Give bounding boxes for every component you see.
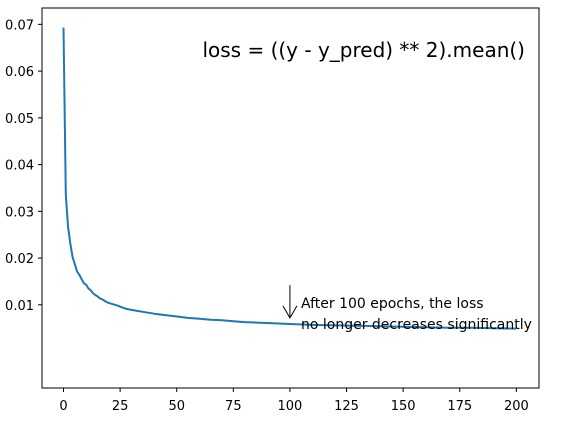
x-axis-ticks: 0 25 50 75 100 125 150 175 200: [59, 388, 529, 414]
loss-series-line: [62, 27, 517, 330]
y-tick-label: 0.02: [5, 252, 34, 267]
y-axis-ticks: 0.01 0.02 0.03 0.04 0.05 0.06 0.07: [5, 18, 42, 314]
y-tick-label: 0.05: [5, 112, 34, 127]
formula-text: loss = ((y - y_pred) ** 2).mean(): [202, 38, 525, 62]
annotation: After 100 epochs, the loss no longer dec…: [282, 285, 532, 333]
annotation-arrow-head: [282, 305, 298, 319]
y-tick-label: 0.03: [5, 205, 34, 220]
x-tick-label: 150: [391, 399, 416, 414]
x-tick-label: 200: [504, 399, 529, 414]
y-tick-label: 0.01: [5, 299, 34, 314]
annotation-text-line-1: After 100 epochs, the loss: [301, 296, 484, 312]
x-tick-label: 175: [447, 399, 472, 414]
x-tick-label: 125: [334, 399, 359, 414]
y-tick-label: 0.07: [5, 18, 34, 33]
x-tick-label: 75: [225, 399, 242, 414]
y-tick-label: 0.04: [5, 159, 34, 174]
y-tick-label: 0.06: [5, 65, 34, 80]
x-tick-label: 0: [59, 399, 67, 414]
x-tick-label: 50: [168, 399, 185, 414]
annotation-text-line-2: no longer decreases significantly: [301, 317, 532, 333]
plot-frame: [41, 7, 540, 389]
x-tick-label: 100: [278, 399, 303, 414]
x-tick-label: 25: [112, 399, 129, 414]
